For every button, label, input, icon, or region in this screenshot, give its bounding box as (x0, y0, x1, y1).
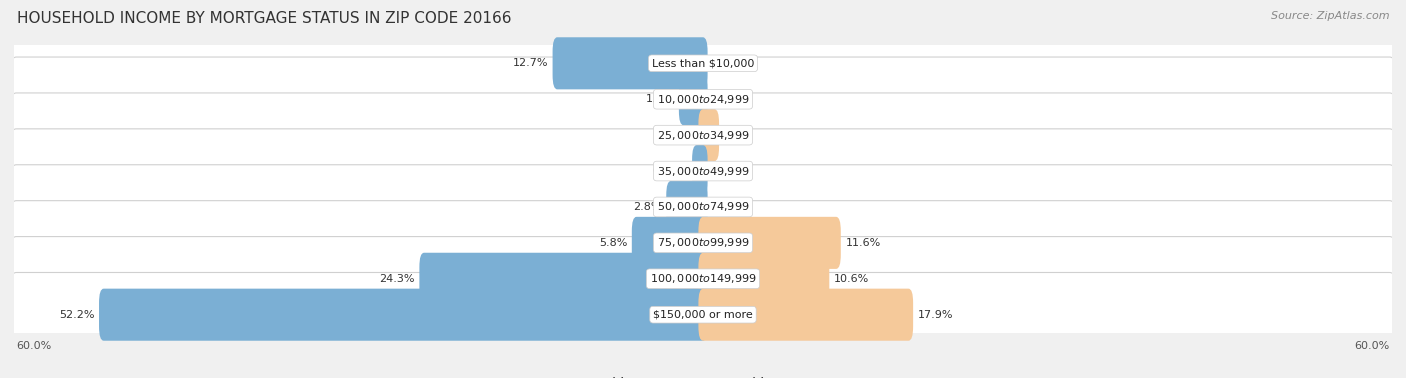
FancyBboxPatch shape (699, 109, 718, 161)
FancyBboxPatch shape (666, 181, 707, 233)
FancyBboxPatch shape (692, 145, 707, 197)
Text: Source: ZipAtlas.com: Source: ZipAtlas.com (1271, 11, 1389, 21)
Text: Less than $10,000: Less than $10,000 (652, 58, 754, 68)
Text: $10,000 to $24,999: $10,000 to $24,999 (657, 93, 749, 106)
Text: $150,000 or more: $150,000 or more (654, 310, 752, 320)
FancyBboxPatch shape (98, 289, 707, 341)
FancyBboxPatch shape (7, 165, 1399, 249)
Text: 0.0%: 0.0% (665, 130, 693, 140)
FancyBboxPatch shape (7, 129, 1399, 213)
FancyBboxPatch shape (699, 289, 912, 341)
Text: 52.2%: 52.2% (59, 310, 94, 320)
FancyBboxPatch shape (7, 273, 1399, 357)
FancyBboxPatch shape (699, 217, 841, 269)
FancyBboxPatch shape (553, 37, 707, 89)
Text: 10.6%: 10.6% (834, 274, 869, 284)
Text: 0.0%: 0.0% (713, 58, 741, 68)
Text: $50,000 to $74,999: $50,000 to $74,999 (657, 200, 749, 214)
Text: 12.7%: 12.7% (513, 58, 548, 68)
FancyBboxPatch shape (679, 73, 707, 125)
Text: 2.8%: 2.8% (633, 202, 662, 212)
FancyBboxPatch shape (631, 217, 707, 269)
Text: $35,000 to $49,999: $35,000 to $49,999 (657, 164, 749, 178)
Text: 0.0%: 0.0% (713, 166, 741, 176)
FancyBboxPatch shape (7, 237, 1399, 321)
FancyBboxPatch shape (7, 57, 1399, 141)
FancyBboxPatch shape (7, 201, 1399, 285)
FancyBboxPatch shape (699, 253, 830, 305)
Text: 17.9%: 17.9% (918, 310, 953, 320)
Text: 0.0%: 0.0% (713, 94, 741, 104)
Legend: Without Mortgage, With Mortgage: Without Mortgage, With Mortgage (578, 377, 828, 378)
Text: 11.6%: 11.6% (845, 238, 880, 248)
Text: 24.3%: 24.3% (380, 274, 415, 284)
Text: 60.0%: 60.0% (17, 341, 52, 350)
Text: 1.7%: 1.7% (645, 94, 675, 104)
Text: $75,000 to $99,999: $75,000 to $99,999 (657, 236, 749, 249)
Text: 5.8%: 5.8% (599, 238, 627, 248)
Text: HOUSEHOLD INCOME BY MORTGAGE STATUS IN ZIP CODE 20166: HOUSEHOLD INCOME BY MORTGAGE STATUS IN Z… (17, 11, 512, 26)
Text: $100,000 to $149,999: $100,000 to $149,999 (650, 272, 756, 285)
Text: 1.0%: 1.0% (724, 130, 752, 140)
Text: $25,000 to $34,999: $25,000 to $34,999 (657, 129, 749, 142)
FancyBboxPatch shape (7, 21, 1399, 105)
Text: 60.0%: 60.0% (1354, 341, 1389, 350)
FancyBboxPatch shape (419, 253, 707, 305)
FancyBboxPatch shape (7, 93, 1399, 177)
Text: 0.55%: 0.55% (652, 166, 688, 176)
Text: 0.0%: 0.0% (713, 202, 741, 212)
